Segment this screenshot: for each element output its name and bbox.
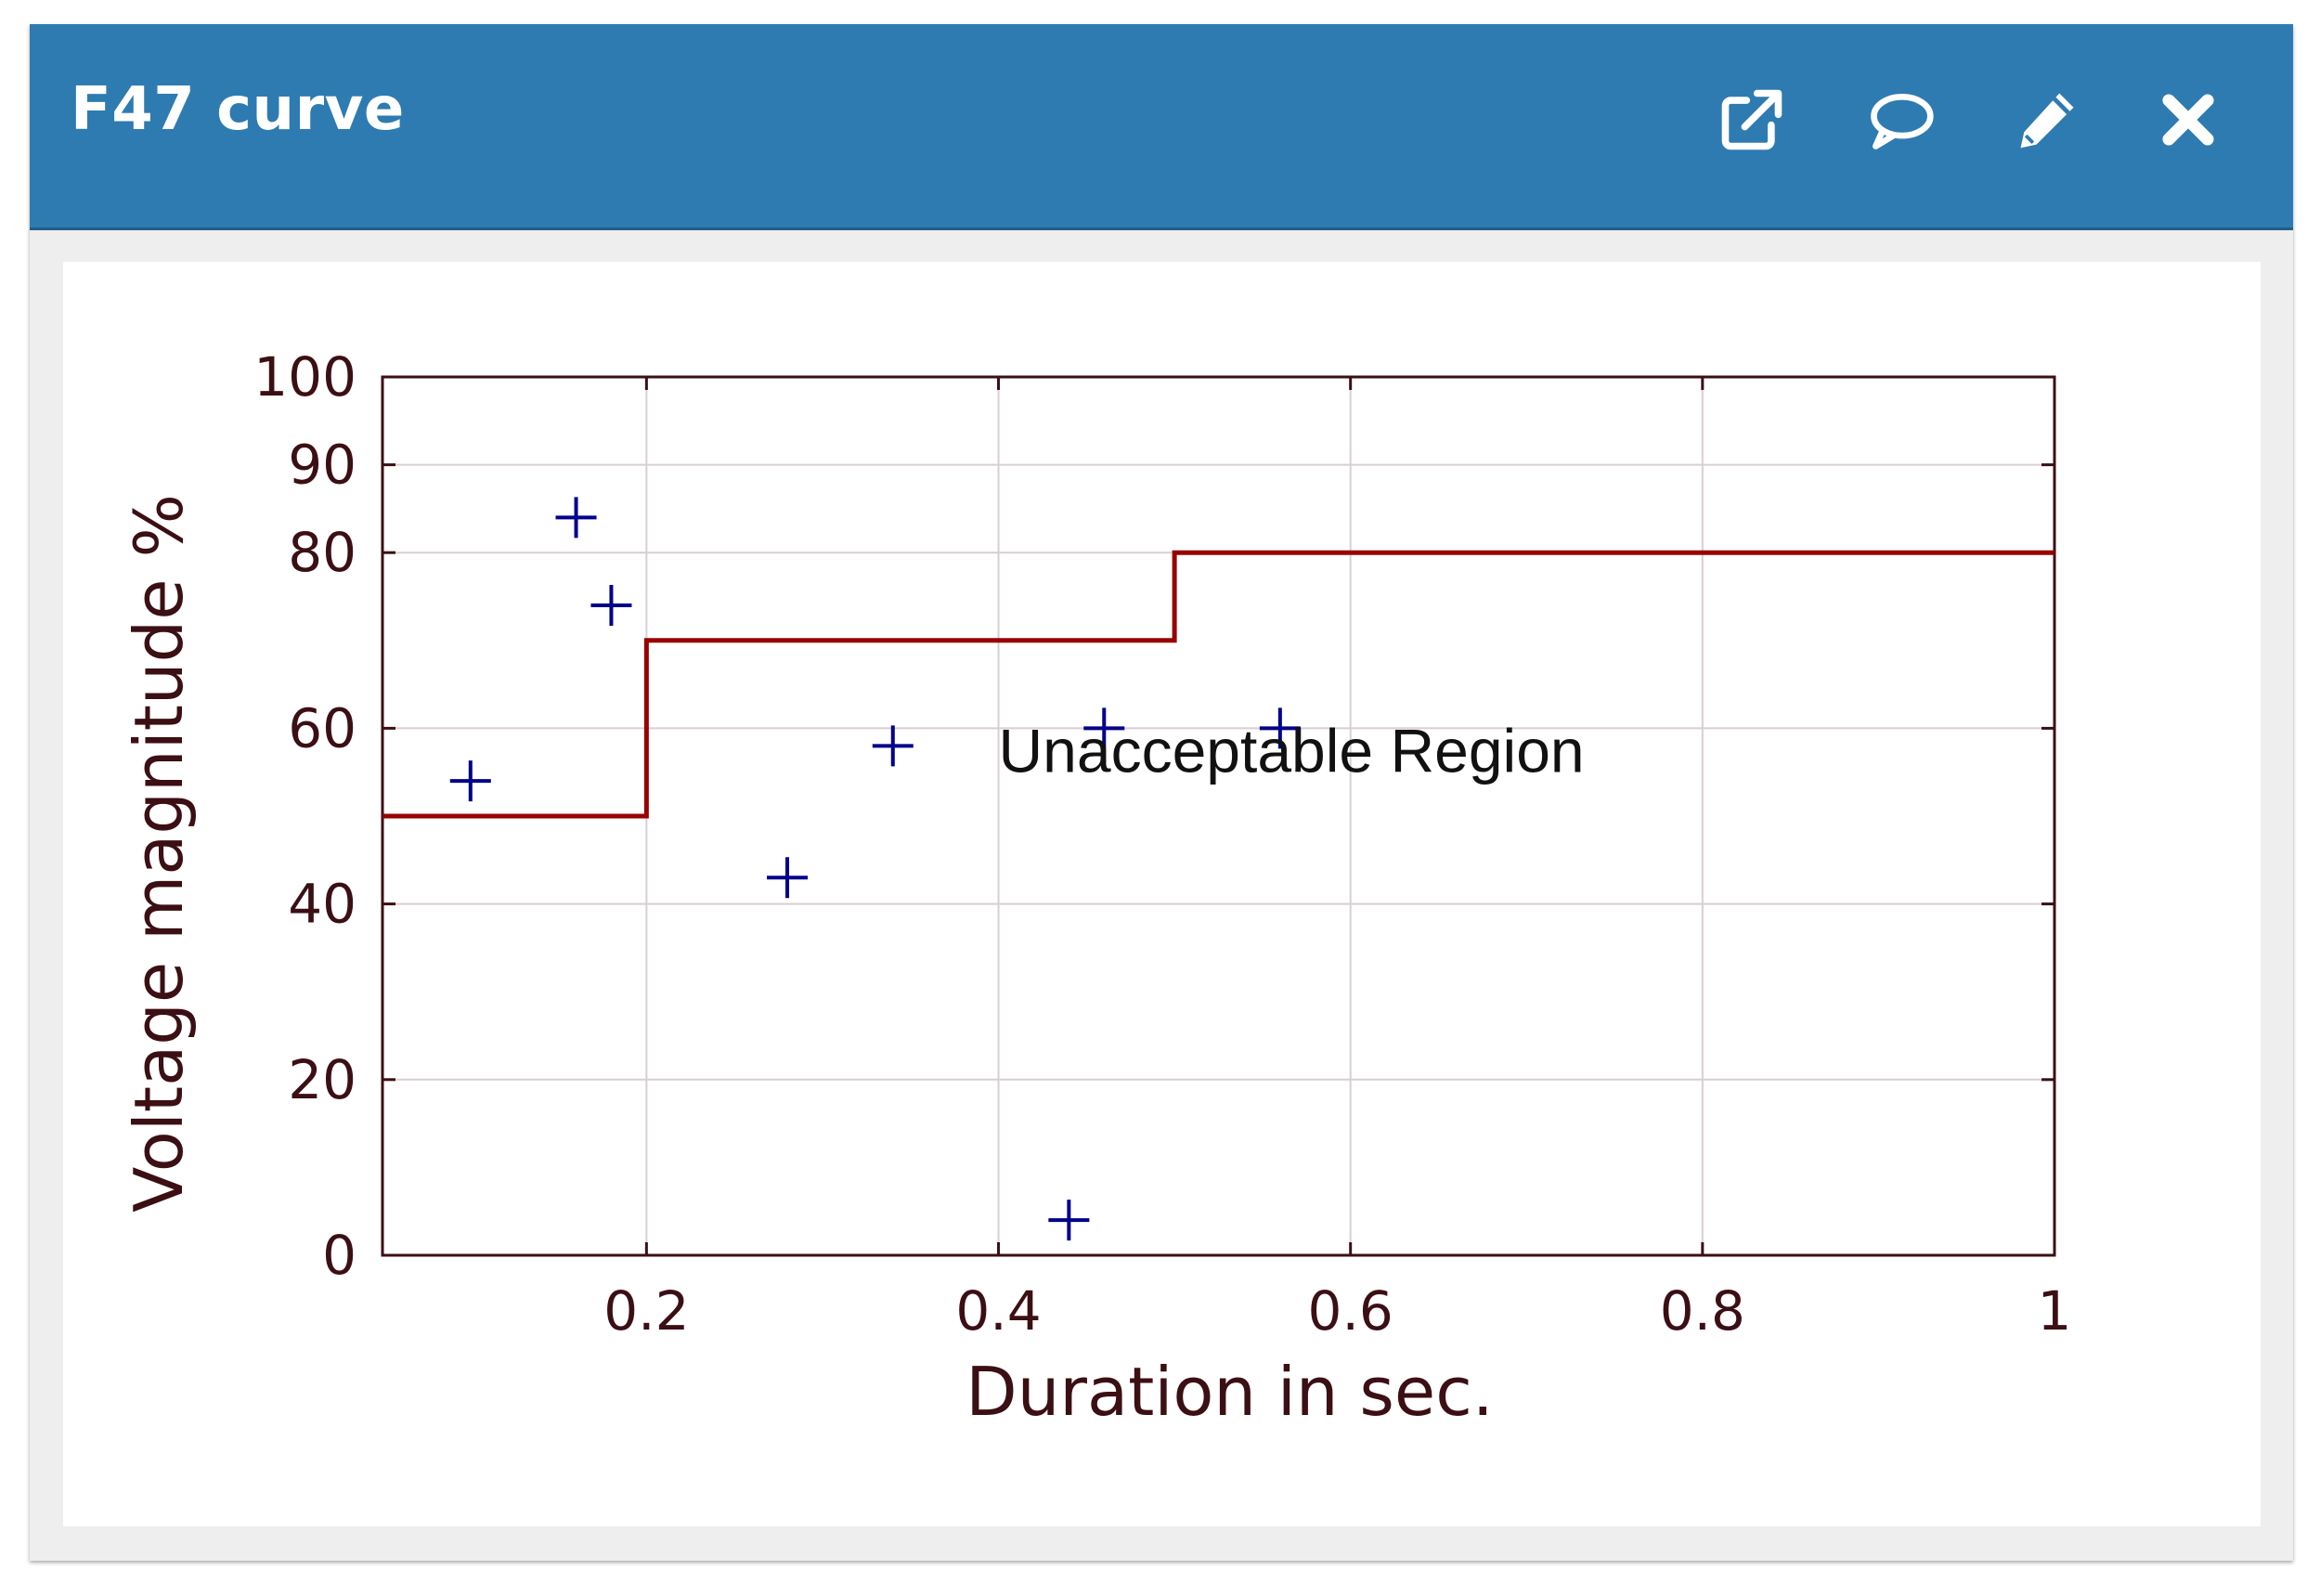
y-tick-label: 20 — [288, 1048, 356, 1111]
chart-panel: 0.2 0.4 0.6 0.8 1 0 20 40 60 80 90 100 Duration in s… — [63, 262, 2261, 1526]
f47-limit-curve — [382, 550, 2054, 819]
x-tick-label: 0.8 — [1660, 1279, 1745, 1343]
comment-button[interactable] — [1859, 78, 1942, 162]
y-tick-label: 60 — [288, 696, 356, 759]
comment-icon — [1871, 93, 1934, 149]
data-point-marker — [872, 725, 914, 767]
widget-header: F47 curve — [30, 24, 2293, 230]
close-button[interactable] — [2146, 78, 2230, 162]
data-point-marker — [1259, 707, 1301, 749]
chart-widget: F47 curve — [30, 24, 2293, 1561]
external-link-icon — [1721, 89, 1782, 150]
y-axis-label: Voltage magnitude % — [120, 494, 198, 1213]
data-point-marker — [449, 760, 491, 802]
data-point-marker — [555, 497, 597, 538]
x-tick-label: 0.4 — [955, 1279, 1041, 1343]
x-tick-label: 1 — [2038, 1279, 2072, 1343]
y-tick-label: 0 — [322, 1224, 356, 1287]
f47-chart: 0.2 0.4 0.6 0.8 1 0 20 40 60 80 90 100 Duration in s… — [120, 345, 2072, 1431]
external-link-button[interactable] — [1710, 78, 1794, 162]
close-icon — [2162, 94, 2214, 146]
x-tick-label: 0.2 — [603, 1279, 689, 1343]
y-tick-label: 90 — [288, 434, 356, 497]
x-axis-label: Duration in sec. — [966, 1353, 1493, 1431]
data-point-marker — [1083, 707, 1125, 749]
data-point-marker — [767, 857, 809, 899]
data-point-marker — [590, 584, 632, 626]
x-tick-label: 0.6 — [1308, 1279, 1393, 1343]
y-tick-label: 80 — [288, 521, 356, 584]
pencil-icon — [2020, 93, 2074, 149]
edit-button[interactable] — [2005, 78, 2089, 162]
data-point-marker — [1048, 1200, 1090, 1241]
y-tick-label: 100 — [253, 345, 356, 409]
y-tick-label: 40 — [288, 873, 356, 936]
widget-title: F47 curve — [71, 75, 405, 144]
region-annotation: Unacceptable Region — [999, 717, 1585, 785]
